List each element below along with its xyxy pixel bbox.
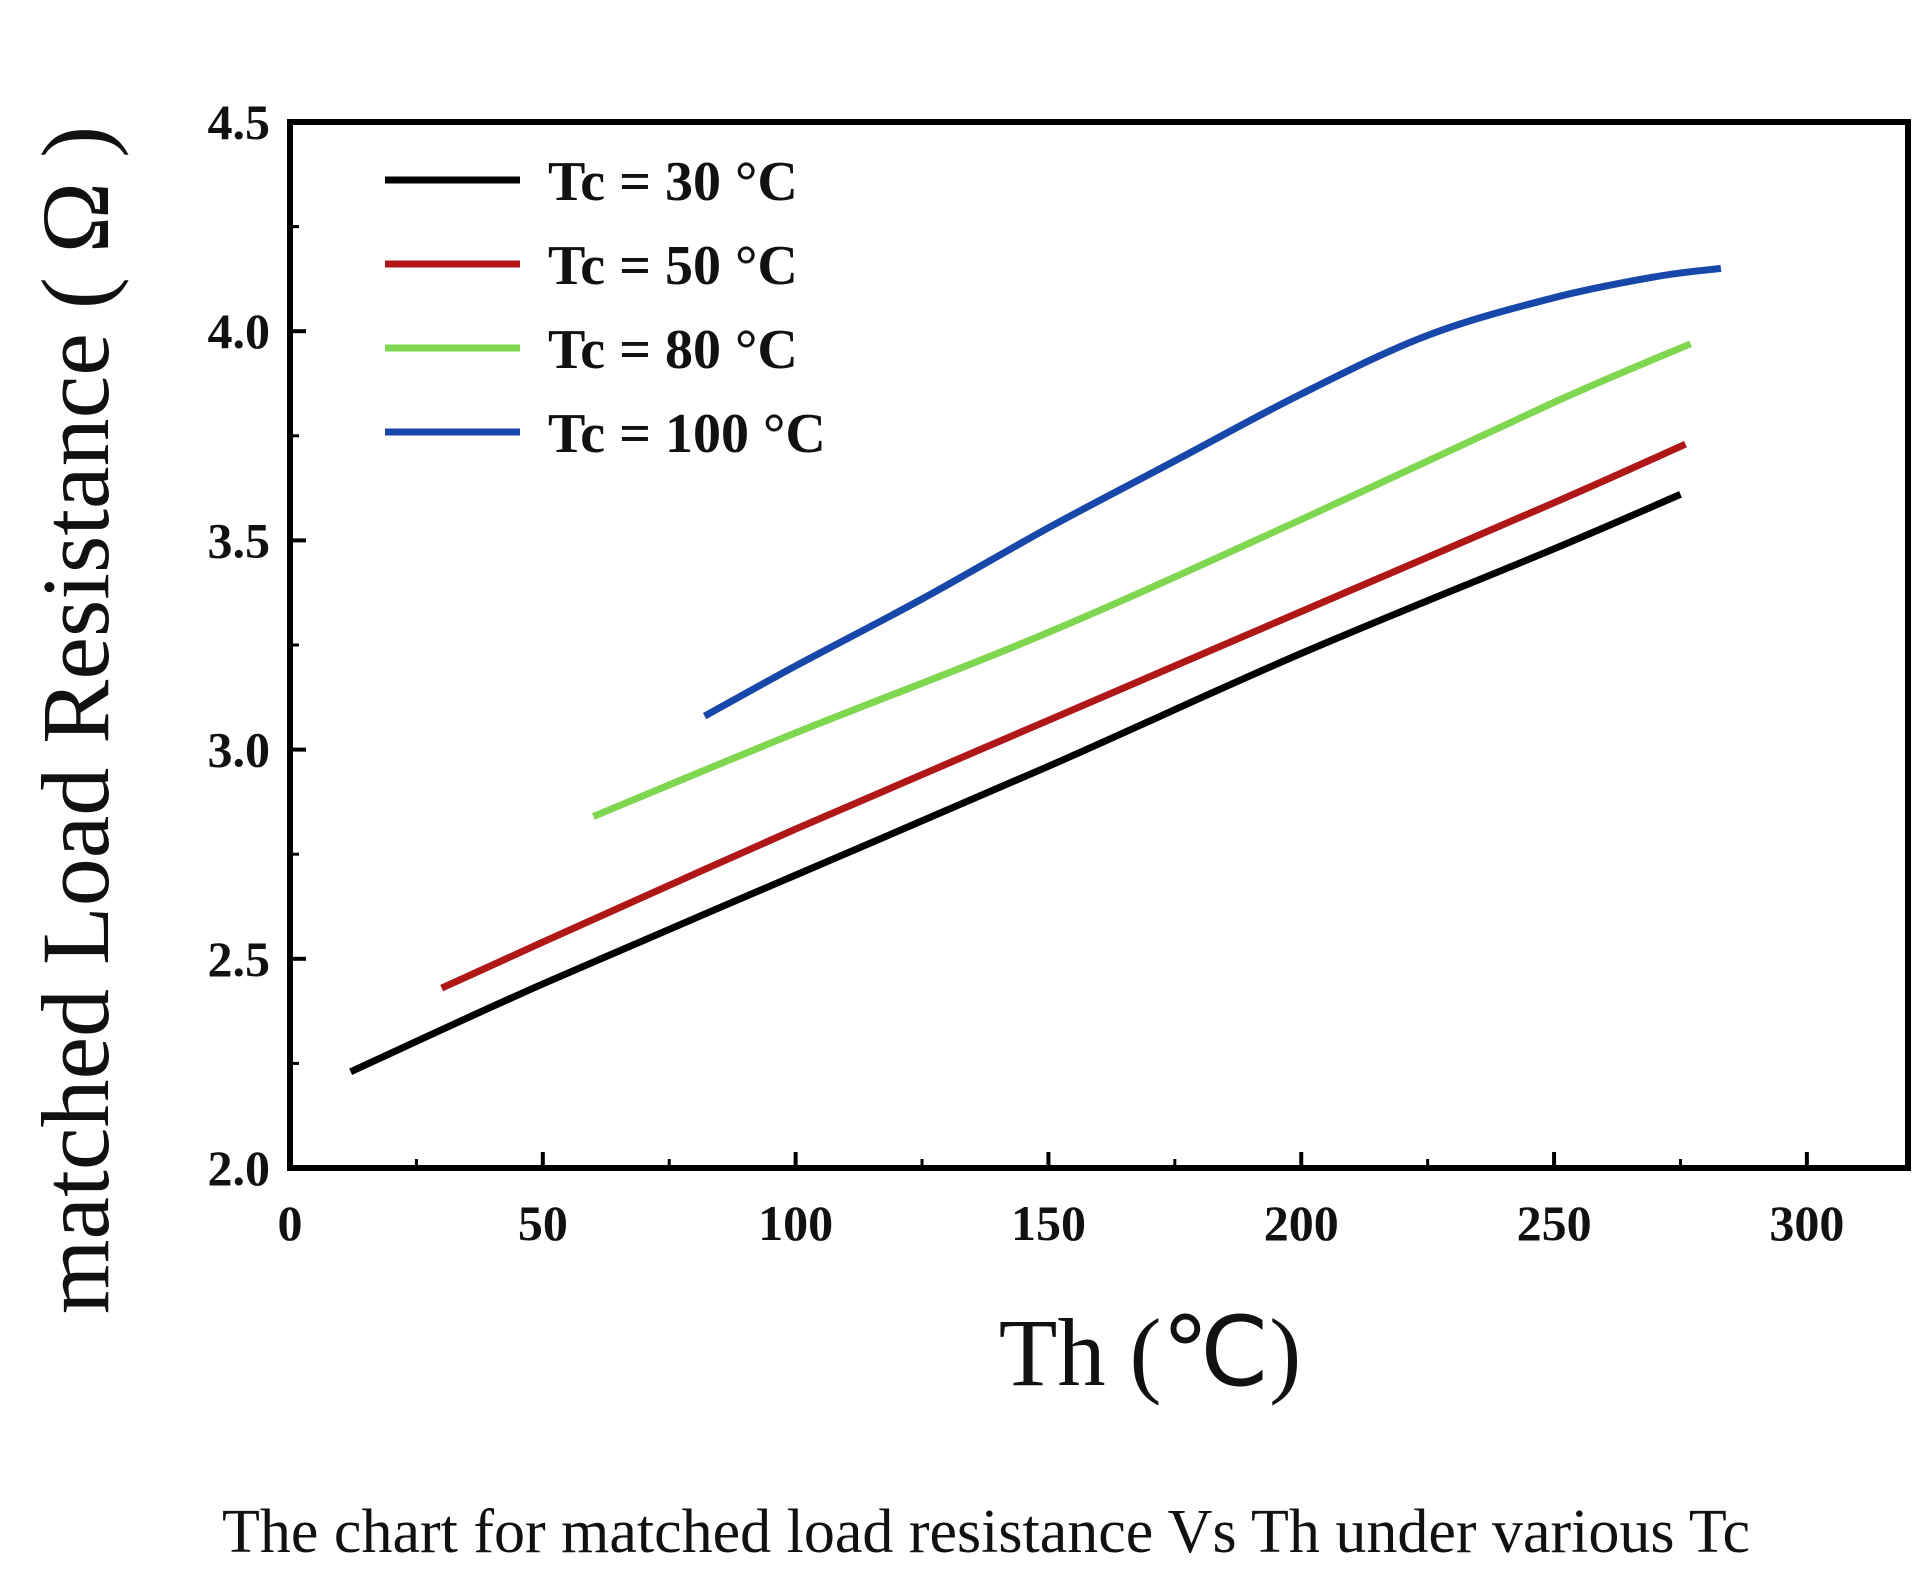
y-axis-title: matched Load Resistance ( Ω ) [22, 126, 129, 1314]
legend-label-tc-30-c: Tc = 30 °C [548, 151, 798, 213]
x-tick-label: 50 [518, 1195, 568, 1251]
legend-label-tc-50-c: Tc = 50 °C [548, 235, 798, 297]
x-tick-label: 0 [278, 1195, 303, 1251]
y-tick-label: 4.0 [208, 303, 271, 359]
y-tick-label: 3.0 [208, 722, 271, 778]
series-layer [349, 264, 1722, 1075]
y-tick-label: 4.5 [208, 94, 271, 150]
x-tick-label: 150 [1011, 1195, 1086, 1251]
series-line-tc-30-c [349, 491, 1682, 1075]
figure-caption: The chart for matched load resistance Vs… [222, 1498, 1750, 1566]
series-line-tc-80-c [592, 340, 1692, 820]
plot-area [287, 119, 1911, 1171]
series-line-tc-100-c [702, 264, 1722, 720]
series-line-tc-50-c [440, 440, 1687, 992]
axes-layer: 0 50 100 150 200 250 300 2.0 2.5 3.0 3.5 4.0 4.5 [208, 94, 1845, 1251]
x-tick-label: 100 [758, 1195, 833, 1251]
x-tick-label: 300 [1769, 1195, 1844, 1251]
x-tick-label: 200 [1264, 1195, 1339, 1251]
y-tick-label: 2.5 [208, 931, 271, 987]
y-tick-label: 3.5 [208, 512, 271, 568]
legend-label-tc-100-c: Tc = 100 °C [548, 403, 826, 465]
legend: Tc = 30 °C Tc = 50 °C Tc = 80 °C Tc = 100 °… [385, 151, 826, 465]
plot-frame [287, 119, 1911, 1171]
x-axis-title: Th (℃) [999, 1299, 1301, 1406]
y-tick-label: 2.0 [208, 1140, 271, 1196]
x-tick-label: 250 [1517, 1195, 1592, 1251]
legend-label-tc-80-c: Tc = 80 °C [548, 319, 798, 381]
